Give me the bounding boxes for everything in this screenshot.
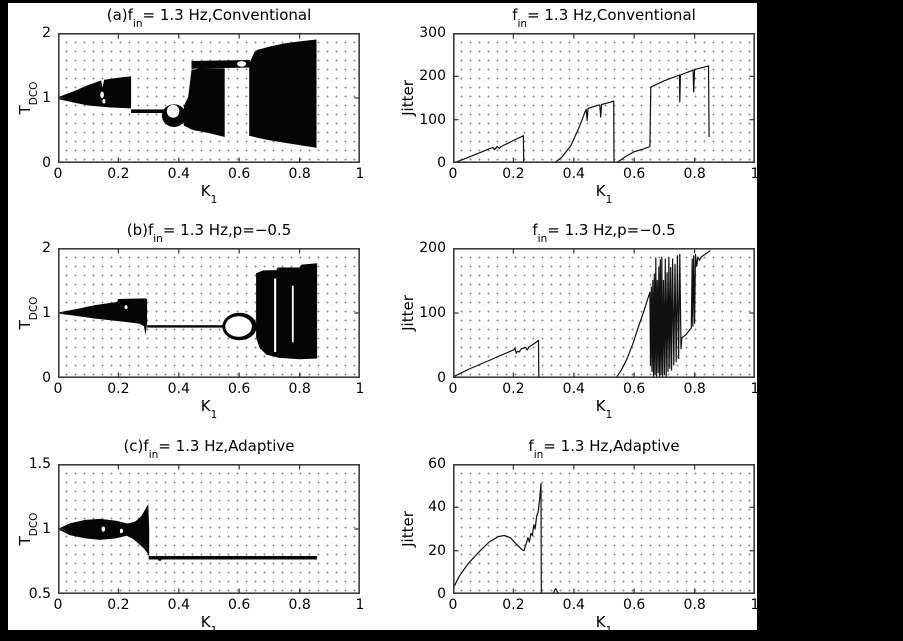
y-tick-label: 1 bbox=[42, 305, 51, 321]
y-axis-label: TDCO bbox=[16, 81, 41, 115]
x-tick-label: 0.6 bbox=[228, 597, 251, 613]
x-tick-label: 1 bbox=[750, 381, 757, 397]
x-tick-label: 0 bbox=[53, 166, 63, 182]
x-tick-label: 0 bbox=[53, 381, 63, 397]
x-tick-label: 0.2 bbox=[502, 381, 525, 397]
subplot-title: fin= 1.3 Hz,p=−0.5 bbox=[532, 221, 676, 246]
x-tick-label: 1 bbox=[355, 166, 365, 182]
subplot-title: (b)fin= 1.3 Hz,p=−0.5 bbox=[126, 221, 292, 246]
x-tick-label: 0.2 bbox=[502, 597, 525, 613]
y-axis-label: TDCO bbox=[16, 512, 41, 546]
y-tick-label: 40 bbox=[428, 499, 446, 516]
x-axis-label: K1 bbox=[595, 397, 613, 422]
x-tick-label: 0.6 bbox=[623, 381, 646, 397]
x-tick-label: 0.4 bbox=[562, 381, 585, 397]
y-tick-label: 100 bbox=[419, 305, 446, 321]
plot-b-tdco-bifurcation: (b)fin= 1.3 Hz,p=−0.5 TDCO K1 0 0.2 0.4 0.6… bbox=[16, 221, 364, 421]
y-tick-label: 0 bbox=[437, 155, 446, 171]
y-tick-label: 200 bbox=[419, 240, 446, 256]
plot-canvas bbox=[453, 464, 755, 594]
x-tick-label: 0.8 bbox=[683, 597, 706, 613]
x-tick-label: 0.2 bbox=[107, 166, 130, 182]
x-tick-label: 0.8 bbox=[288, 166, 311, 182]
x-tick-label: 0.8 bbox=[288, 381, 311, 397]
figure-panel: (a)fin= 1.3 Hz,Conventional TDCO K1 0 0.2… bbox=[8, 3, 757, 630]
x-tick-label: 0.8 bbox=[683, 166, 706, 182]
y-tick-label: 0 bbox=[437, 370, 446, 386]
y-axis-label: TDCO bbox=[16, 296, 41, 330]
x-tick-label: 0.8 bbox=[288, 597, 311, 613]
x-tick-label: 0 bbox=[53, 597, 63, 613]
x-tick-label: 0 bbox=[448, 166, 458, 182]
x-tick-label: 0.4 bbox=[167, 597, 190, 613]
y-axis-label: Jitter bbox=[399, 80, 417, 116]
plot-a-tdco-bifurcation: (a)fin= 1.3 Hz,Conventional TDCO K1 0 0.2… bbox=[16, 6, 364, 206]
plot-canvas bbox=[58, 464, 360, 594]
x-axis-label: K1 bbox=[200, 397, 218, 422]
x-tick-label: 1 bbox=[355, 597, 365, 613]
plot-canvas bbox=[58, 33, 360, 163]
x-axis-label: K1 bbox=[200, 182, 218, 207]
y-tick-label: 0 bbox=[42, 155, 51, 171]
y-axis-label: Jitter bbox=[399, 295, 417, 331]
y-tick-label: 1.5 bbox=[28, 456, 51, 472]
x-tick-label: 0.4 bbox=[167, 166, 190, 182]
subplot-title: (a)fin= 1.3 Hz,Conventional bbox=[106, 6, 312, 31]
y-tick-label: 200 bbox=[419, 68, 446, 85]
y-tick-label: 2 bbox=[42, 25, 51, 41]
y-tick-label: 1 bbox=[42, 90, 51, 106]
plot-b-jitter: fin= 1.3 Hz,p=−0.5 Jitter K1 0 0.2 0.4 0.6 0… bbox=[399, 221, 757, 421]
plot-canvas bbox=[453, 33, 755, 163]
y-tick-label: 60 bbox=[428, 456, 446, 472]
y-axis-label: Jitter bbox=[399, 511, 417, 547]
y-tick-label: 2 bbox=[42, 240, 51, 256]
plot-canvas bbox=[453, 248, 755, 378]
x-tick-label: 0.8 bbox=[683, 381, 706, 397]
y-tick-label: 0 bbox=[437, 586, 446, 602]
y-tick-label: 100 bbox=[419, 111, 446, 128]
x-tick-label: 0.2 bbox=[107, 597, 130, 613]
y-tick-label: 0.5 bbox=[28, 586, 51, 602]
x-tick-label: 1 bbox=[750, 597, 757, 613]
x-tick-label: 0.6 bbox=[228, 381, 251, 397]
y-tick-label: 20 bbox=[428, 542, 446, 559]
x-tick-label: 1 bbox=[750, 166, 757, 182]
subplot-title: fin= 1.3 Hz,Adaptive bbox=[528, 437, 680, 462]
x-tick-label: 0.2 bbox=[502, 166, 525, 182]
x-tick-label: 0.6 bbox=[228, 166, 251, 182]
y-tick-label: 300 bbox=[419, 25, 446, 41]
x-tick-label: 0.4 bbox=[167, 381, 190, 397]
x-tick-label: 0.6 bbox=[623, 597, 646, 613]
subplot-title: (c)fin= 1.3 Hz,Adaptive bbox=[123, 437, 295, 462]
plot-c-tdco-bifurcation: (c)fin= 1.3 Hz,Adaptive TDCO K1 0 0.2 0.4 0… bbox=[16, 437, 364, 630]
x-tick-label: 0.2 bbox=[107, 381, 130, 397]
plot-c-jitter: fin= 1.3 Hz,Adaptive Jitter K1 0 0.2 0.4 0.… bbox=[399, 437, 757, 630]
x-tick-label: 0.4 bbox=[562, 597, 585, 613]
x-axis-label: K1 bbox=[595, 182, 613, 207]
x-axis-label: K1 bbox=[595, 613, 613, 630]
x-tick-label: 0.6 bbox=[623, 166, 646, 182]
y-tick-label: 1 bbox=[42, 521, 51, 537]
y-tick-label: 0 bbox=[42, 370, 51, 386]
x-tick-label: 0.4 bbox=[562, 166, 585, 182]
plot-canvas bbox=[58, 248, 360, 378]
subplot-title: fin= 1.3 Hz,Conventional bbox=[512, 6, 696, 31]
x-tick-label: 0 bbox=[448, 381, 458, 397]
x-tick-label: 1 bbox=[355, 381, 365, 397]
x-axis-label: K1 bbox=[200, 613, 218, 630]
plot-a-jitter: fin= 1.3 Hz,Conventional Jitter K1 0 0.2 0… bbox=[399, 6, 757, 206]
x-tick-label: 0 bbox=[448, 597, 458, 613]
